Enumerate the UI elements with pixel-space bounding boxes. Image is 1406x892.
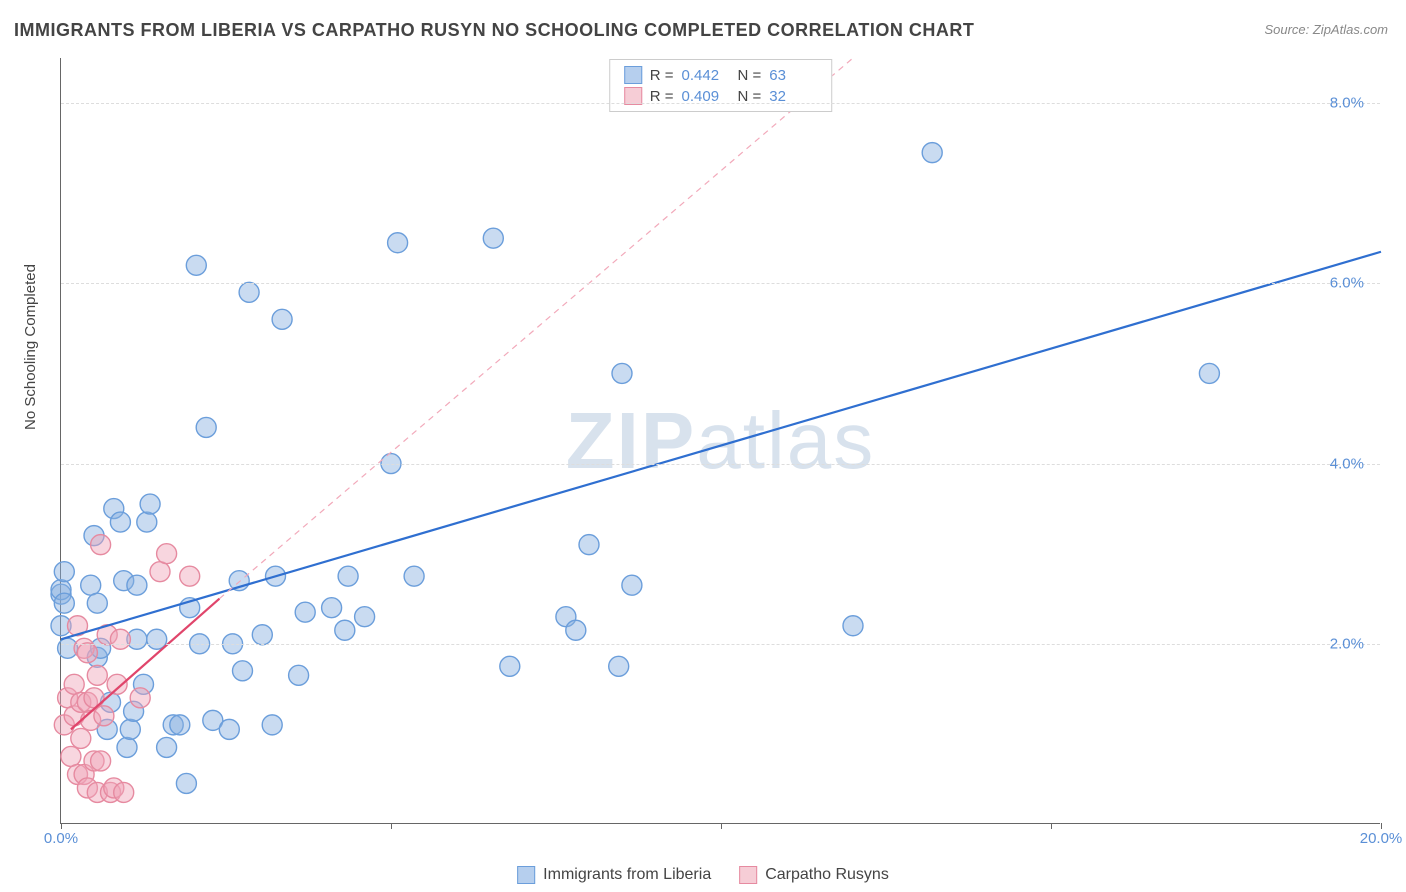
stats-row: R = 0.442 N = 63	[624, 66, 818, 84]
scatter-svg	[61, 58, 1380, 823]
data-point	[388, 233, 408, 253]
data-point	[54, 593, 74, 613]
y-tick-label: 8.0%	[1330, 95, 1364, 112]
y-tick-label: 4.0%	[1330, 455, 1364, 472]
data-point	[483, 228, 503, 248]
data-point	[180, 566, 200, 586]
y-axis-label: No Schooling Completed	[22, 264, 39, 430]
data-point	[84, 688, 104, 708]
data-point	[579, 535, 599, 555]
r-value: 0.409	[682, 88, 730, 105]
grid-line	[61, 464, 1380, 465]
data-point	[500, 656, 520, 676]
r-label: R =	[650, 88, 674, 105]
data-point	[252, 625, 272, 645]
data-point	[186, 255, 206, 275]
data-point	[922, 143, 942, 163]
grid-line	[61, 644, 1380, 645]
trend-line	[61, 252, 1381, 640]
data-point	[176, 773, 196, 793]
plot-area: ZIPatlas R = 0.442 N = 63 R = 0.409 N = …	[60, 58, 1380, 824]
legend-label: Carpatho Rusyns	[765, 866, 889, 884]
legend-label: Immigrants from Liberia	[543, 866, 711, 884]
data-point	[94, 706, 114, 726]
data-point	[196, 417, 216, 437]
x-tick	[721, 823, 722, 829]
x-tick	[61, 823, 62, 829]
y-tick-label: 6.0%	[1330, 275, 1364, 292]
data-point	[262, 715, 282, 735]
chart-container: IMMIGRANTS FROM LIBERIA VS CARPATHO RUSY…	[0, 0, 1406, 892]
series-legend: Immigrants from Liberia Carpatho Rusyns	[517, 866, 889, 884]
data-point	[127, 575, 147, 595]
grid-line	[61, 283, 1380, 284]
data-point	[157, 544, 177, 564]
x-tick	[1381, 823, 1382, 829]
data-point	[87, 593, 107, 613]
data-point	[843, 616, 863, 636]
data-point	[61, 746, 81, 766]
data-point	[91, 751, 111, 771]
y-tick-label: 2.0%	[1330, 635, 1364, 652]
x-tick	[1051, 823, 1052, 829]
data-point	[87, 665, 107, 685]
data-point	[107, 674, 127, 694]
grid-line	[61, 103, 1380, 104]
swatch-icon	[517, 866, 535, 884]
data-point	[150, 562, 170, 582]
data-point	[239, 282, 259, 302]
data-point	[81, 575, 101, 595]
data-point	[295, 602, 315, 622]
swatch-icon	[624, 66, 642, 84]
data-point	[64, 674, 84, 694]
data-point	[609, 656, 629, 676]
data-point	[137, 512, 157, 532]
data-point	[110, 629, 130, 649]
data-point	[219, 719, 239, 739]
data-point	[71, 728, 91, 748]
trend-line	[219, 58, 853, 599]
data-point	[130, 688, 150, 708]
n-label: N =	[738, 67, 762, 84]
source-label: Source: ZipAtlas.com	[1264, 22, 1388, 37]
data-point	[170, 715, 190, 735]
data-point	[404, 566, 424, 586]
data-point	[233, 661, 253, 681]
r-label: R =	[650, 67, 674, 84]
r-value: 0.442	[682, 67, 730, 84]
data-point	[335, 620, 355, 640]
data-point	[355, 607, 375, 627]
n-label: N =	[738, 88, 762, 105]
data-point	[117, 737, 137, 757]
data-point	[157, 737, 177, 757]
data-point	[1199, 363, 1219, 383]
x-tick-label: 0.0%	[44, 830, 78, 847]
data-point	[114, 782, 134, 802]
data-point	[272, 309, 292, 329]
data-point	[120, 719, 140, 739]
data-point	[322, 598, 342, 618]
chart-title: IMMIGRANTS FROM LIBERIA VS CARPATHO RUSY…	[14, 20, 974, 41]
data-point	[338, 566, 358, 586]
data-point	[91, 535, 111, 555]
x-tick	[391, 823, 392, 829]
data-point	[140, 494, 160, 514]
legend-item: Immigrants from Liberia	[517, 866, 711, 884]
data-point	[566, 620, 586, 640]
stats-legend: R = 0.442 N = 63 R = 0.409 N = 32	[609, 59, 833, 112]
n-value: 63	[769, 67, 817, 84]
legend-item: Carpatho Rusyns	[739, 866, 889, 884]
swatch-icon	[739, 866, 757, 884]
n-value: 32	[769, 88, 817, 105]
data-point	[54, 562, 74, 582]
data-point	[622, 575, 642, 595]
data-point	[612, 363, 632, 383]
data-point	[110, 512, 130, 532]
x-tick-label: 20.0%	[1360, 830, 1403, 847]
data-point	[77, 643, 97, 663]
data-point	[289, 665, 309, 685]
